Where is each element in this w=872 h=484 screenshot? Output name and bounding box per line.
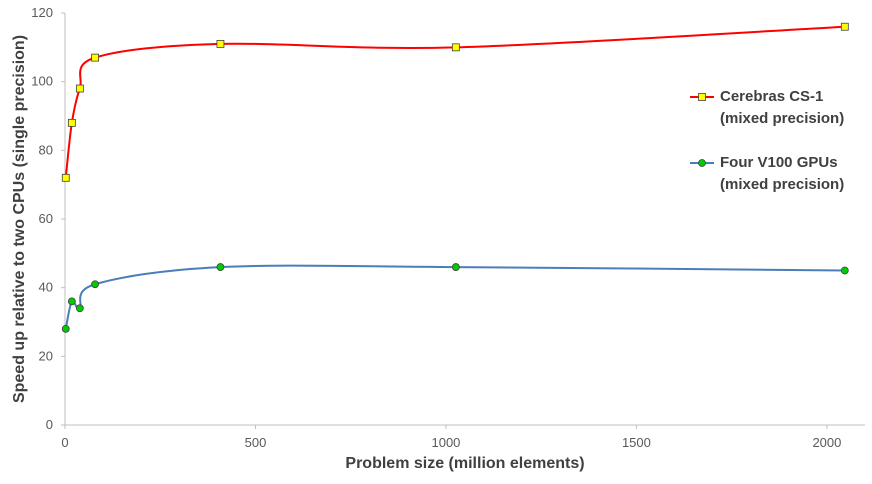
marker [61, 324, 70, 333]
marker [840, 22, 849, 31]
marker [451, 43, 460, 52]
y-axis-title: Speed up relative to two CPUs (single pr… [11, 35, 28, 403]
marker [216, 40, 225, 48]
marker [216, 263, 225, 271]
y-tick-label: 120 [31, 5, 53, 20]
x-tick-label: 1000 [431, 435, 460, 450]
x-tick-label: 2000 [812, 435, 841, 450]
marker [91, 53, 99, 62]
marker [75, 84, 84, 93]
x-tick-label: 1500 [622, 435, 651, 450]
y-tick-label: 40 [39, 280, 53, 295]
marker [75, 304, 84, 313]
marker [67, 297, 76, 306]
marker [91, 280, 99, 289]
y-tick-label: 0 [46, 417, 53, 432]
y-tick-label: 100 [31, 74, 53, 89]
legend-label: Four V100 GPUs (mixed precision) [720, 154, 845, 193]
marker [67, 118, 76, 127]
x-axis-title: Problem size (million elements) [345, 455, 584, 472]
x-tick-label: 0 [61, 435, 68, 450]
legend-marker [698, 93, 706, 101]
marker [61, 173, 70, 182]
legend-label: Cerebras CS-1 (mixed precision) [720, 88, 845, 127]
series-line [64, 264, 845, 330]
marker [840, 266, 849, 275]
marker [451, 263, 460, 271]
series-line [64, 25, 845, 178]
y-tick-label: 80 [39, 142, 53, 157]
y-tick-label: 60 [39, 211, 53, 226]
y-tick-label: 20 [39, 348, 53, 363]
legend-marker [698, 159, 706, 167]
x-tick-label: 500 [245, 435, 267, 450]
